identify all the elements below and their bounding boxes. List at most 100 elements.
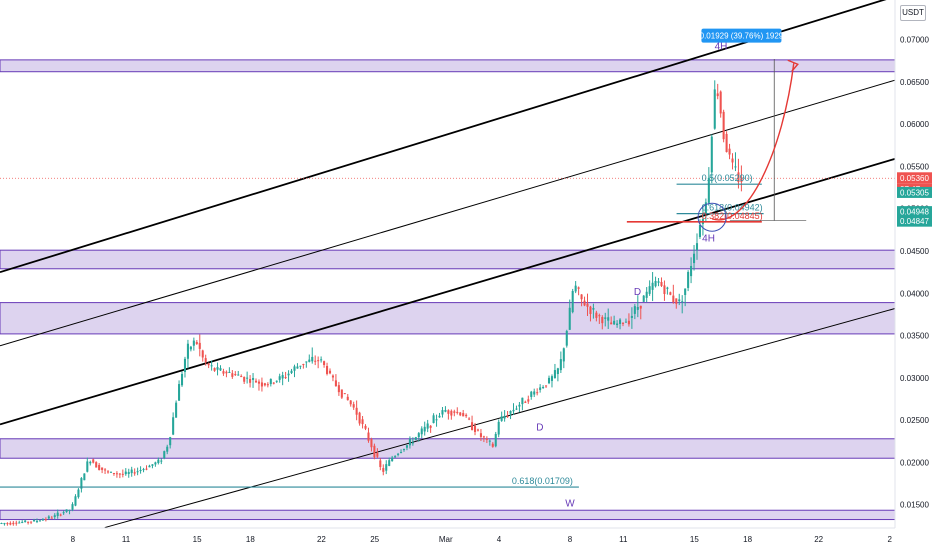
price-axis[interactable]: 0.070000.065000.060000.055000.050000.045… (894, 0, 932, 550)
candle-body (222, 371, 225, 374)
candle-body (394, 456, 397, 458)
candle-body (556, 368, 559, 375)
candle-body (491, 443, 494, 447)
candle-body (562, 348, 565, 362)
candle-body (112, 472, 115, 475)
price-label-bg (897, 172, 932, 184)
candle-body (651, 282, 654, 290)
candle-body (163, 451, 166, 459)
x-tick-label: 11 (122, 535, 131, 544)
candle-body (12, 522, 15, 525)
candle-body (527, 399, 530, 402)
candle-body (246, 377, 249, 379)
y-tick-label: 0.04000 (900, 289, 929, 298)
candle-body (370, 439, 373, 448)
fib-label-0: 0.5(0.05290) (702, 173, 753, 183)
candle-body (379, 460, 382, 468)
candle-body (189, 346, 192, 350)
time-axis[interactable]: 8 11 15 18 22 25 Mar 4 8 11 15 18 22 2 (0, 527, 932, 550)
currency-badge[interactable]: USDT (900, 5, 926, 21)
price-label-bg (897, 215, 932, 227)
candle-body (675, 298, 678, 304)
candle-body (53, 515, 56, 518)
candle-body (287, 373, 290, 376)
pattern-label-2: D (634, 287, 641, 298)
candle-body (95, 462, 98, 468)
candle-body (468, 418, 471, 420)
candle-body (542, 386, 545, 388)
x-tick-label: 25 (370, 535, 379, 544)
candle-body (450, 410, 453, 416)
candle-body (228, 371, 231, 373)
candle-body (109, 471, 113, 473)
candle-body (408, 439, 411, 446)
candle-body (47, 516, 50, 519)
zone-2 (0, 302, 896, 335)
candle-body (465, 414, 468, 417)
candle-body (672, 295, 675, 303)
zone-3 (0, 438, 896, 459)
candle-body (719, 91, 722, 114)
candle-body (142, 469, 145, 471)
candle-body (237, 374, 240, 376)
candle-body (565, 330, 568, 346)
candle-body (243, 377, 246, 382)
candle-body (684, 288, 687, 295)
candle-body (252, 378, 255, 380)
candle-body (630, 315, 633, 318)
price-label-bg (897, 186, 932, 198)
candle-body (86, 461, 89, 472)
candle-body (397, 453, 400, 455)
candle-body (6, 523, 9, 525)
candle-body (104, 469, 107, 471)
candle-body (559, 359, 562, 371)
candle-body (278, 376, 281, 380)
candle-body (512, 409, 515, 412)
candle-body (648, 286, 651, 294)
candle-body (402, 448, 406, 451)
candle-body (92, 459, 95, 463)
candle-body (160, 460, 163, 462)
candle-body (621, 322, 625, 324)
candle-body (521, 397, 524, 405)
candle-body (207, 363, 210, 366)
candle-body (80, 478, 83, 489)
candle-body (462, 413, 465, 417)
candle-body (660, 281, 663, 286)
candle-body (429, 425, 432, 428)
candle-body (172, 417, 175, 435)
candle-body (296, 366, 299, 369)
candle-body (115, 473, 118, 475)
candle-body (533, 391, 536, 395)
candle-body (0, 523, 3, 525)
candle-body (308, 359, 311, 362)
candle-body (305, 361, 308, 363)
annotation-layer: 4H 4H D D W 0.01929 (39.76%) 1929 (536, 28, 807, 509)
candle-body (358, 412, 361, 424)
candle-body (414, 437, 417, 440)
candle-body (580, 294, 583, 300)
trend-line-2 (0, 157, 896, 426)
candle-body (382, 468, 385, 472)
candle-body (124, 471, 127, 475)
candle-body (444, 409, 447, 412)
x-tick-label: 22 (814, 535, 823, 544)
candle-body (610, 322, 613, 325)
trend-line-3 (104, 308, 896, 529)
candle-body (536, 392, 539, 394)
candle-body (192, 340, 195, 346)
candle-body (101, 467, 104, 470)
trend-line-1 (0, 79, 896, 347)
price-label-bg (897, 206, 932, 218)
x-tick-label: 8 (568, 535, 573, 544)
candle-body (130, 469, 133, 474)
candle-body (657, 281, 660, 283)
y-tick-label: 0.01500 (900, 501, 929, 510)
candle-body (275, 380, 278, 382)
candle-body (518, 404, 521, 407)
candle-body (456, 411, 459, 413)
candle-body (231, 373, 234, 377)
highlight-circle (697, 202, 727, 232)
candle-body (485, 438, 488, 440)
